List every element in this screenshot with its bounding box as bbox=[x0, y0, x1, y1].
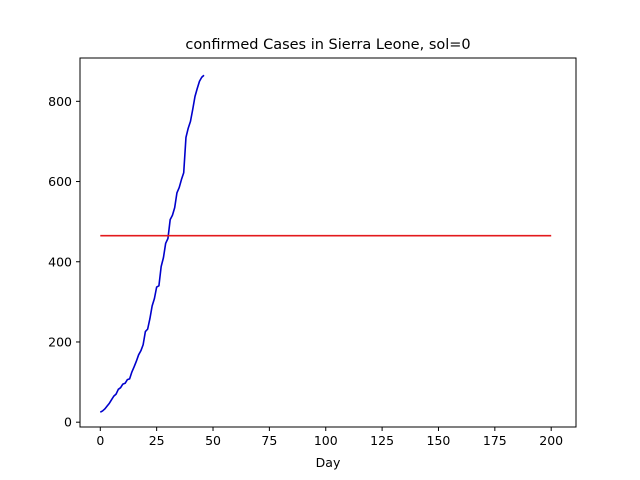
y-tick-label: 600 bbox=[48, 174, 72, 189]
x-tick-label: 25 bbox=[149, 433, 165, 448]
x-tick-label: 50 bbox=[205, 433, 221, 448]
x-axis: 0 25 50 75 100 125 150 175 200 bbox=[96, 427, 563, 448]
y-axis: 0 200 400 600 800 bbox=[48, 94, 80, 430]
x-tick-label: 0 bbox=[96, 433, 104, 448]
x-axis-label: Day bbox=[316, 455, 341, 470]
y-tick-label: 400 bbox=[48, 254, 72, 269]
x-tick-label: 125 bbox=[370, 433, 394, 448]
x-tick-label: 75 bbox=[261, 433, 277, 448]
chart-title: confirmed Cases in Sierra Leone, sol=0 bbox=[185, 37, 470, 53]
y-tick-label: 0 bbox=[64, 415, 72, 430]
x-tick-label: 175 bbox=[483, 433, 507, 448]
series-line-1 bbox=[99, 74, 205, 413]
axes-frame bbox=[79, 57, 577, 428]
x-tick-label: 100 bbox=[314, 433, 338, 448]
plot-lines bbox=[99, 74, 552, 413]
y-tick-label: 800 bbox=[48, 94, 72, 109]
x-tick-label: 150 bbox=[427, 433, 451, 448]
y-tick-label: 200 bbox=[48, 334, 72, 349]
x-tick-label: 200 bbox=[539, 433, 563, 448]
